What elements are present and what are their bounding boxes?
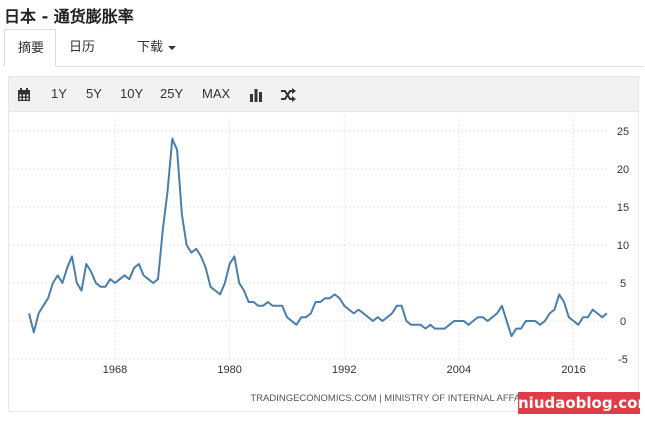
- y-tick-label: 10: [617, 240, 629, 252]
- x-tick-label: 2004: [447, 364, 471, 376]
- chevron-down-icon: [168, 45, 177, 50]
- range-1y-button[interactable]: 1Y: [51, 86, 67, 101]
- chart-area: 25 20 15 10 5 0 -5 1968 1980 1992 2004 2016 TRADIN…: [8, 112, 639, 412]
- watermark: niudaoblog.com: [518, 392, 645, 414]
- page-title: 日本 - 通货膨胀率: [4, 7, 134, 26]
- y-axis-ticks: 25 20 15 10 5 0 -5: [617, 126, 629, 366]
- tab-download-label: 下载: [137, 40, 164, 55]
- inflation-series-line: [28, 137, 608, 338]
- range-max-button[interactable]: MAX: [202, 86, 231, 101]
- tab-calendar[interactable]: 日历: [56, 29, 108, 67]
- tab-summary[interactable]: 摘要: [4, 29, 56, 67]
- x-tick-label: 1980: [217, 364, 241, 376]
- y-tick-label: 0: [620, 316, 626, 328]
- tab-calendar-label: 日历: [69, 40, 96, 55]
- tab-summary-label: 摘要: [18, 41, 45, 56]
- chart-gridlines: [9, 116, 607, 360]
- source-attribution: TRADINGECONOMICS.COM | MINISTRY OF INTER…: [250, 393, 635, 404]
- x-axis-ticks: 1968 1980 1992 2004 2016: [103, 364, 586, 376]
- y-tick-label: 5: [620, 278, 626, 290]
- range-5y-button[interactable]: 5Y: [86, 86, 102, 101]
- tab-bar: 摘要 日历 下载: [4, 29, 643, 67]
- inflation-line-chart: 25 20 15 10 5 0 -5 1968 1980 1992 2004 2016 TRADIN…: [9, 116, 636, 404]
- shuffle-icon[interactable]: [280, 77, 296, 111]
- y-tick-label: 20: [617, 164, 629, 176]
- y-tick-label: 15: [617, 202, 629, 214]
- x-tick-label: 2016: [561, 364, 585, 376]
- range-25y-button[interactable]: 25Y: [160, 86, 184, 101]
- y-tick-label: 25: [617, 126, 629, 138]
- y-tick-label: -5: [618, 354, 628, 366]
- bar-chart-icon[interactable]: [249, 77, 263, 111]
- range-10y-button[interactable]: 10Y: [120, 86, 144, 101]
- x-tick-label: 1992: [332, 364, 356, 376]
- chart-toolbar: 1Y 5Y 10Y 25Y MAX: [8, 76, 639, 112]
- calendar-icon[interactable]: [17, 77, 31, 111]
- tab-download[interactable]: 下载: [124, 29, 189, 67]
- x-tick-label: 1968: [103, 364, 127, 376]
